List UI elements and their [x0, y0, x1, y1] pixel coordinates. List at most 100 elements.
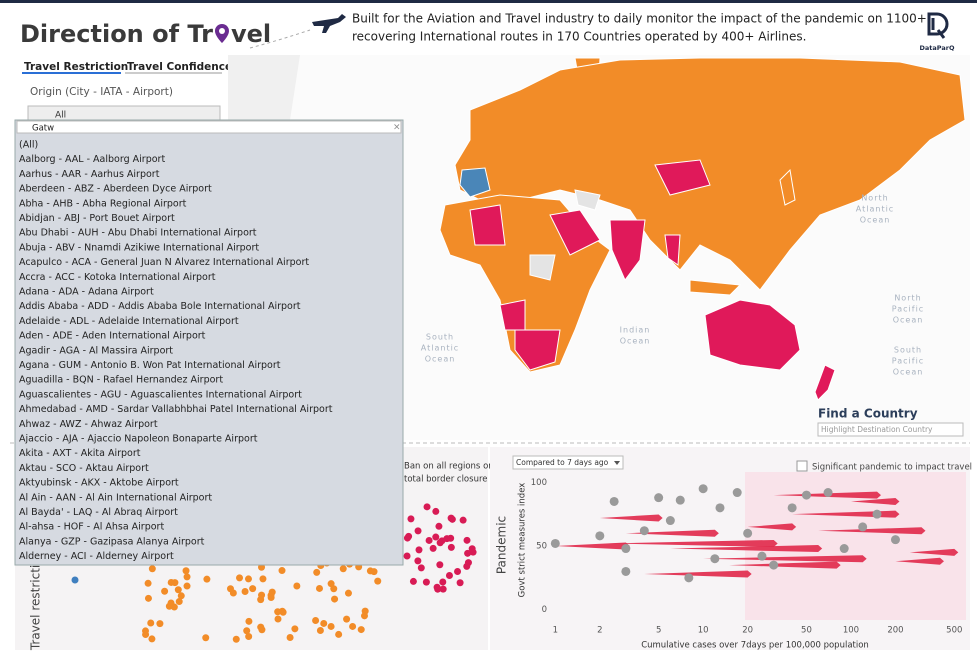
list-item[interactable]: Agadir - AGA - Al Massira Airport	[19, 345, 173, 356]
dot	[316, 626, 324, 634]
dot	[177, 592, 185, 600]
change-arrow	[747, 523, 797, 531]
change-arrow	[608, 539, 778, 547]
list-item[interactable]: Agana - GUM - Antonio B. Won Pat Interna…	[19, 360, 281, 371]
dot	[439, 585, 447, 593]
x-tick-label: 100	[843, 626, 859, 636]
clear-button[interactable]: ×	[393, 123, 401, 133]
change-arrow	[792, 510, 900, 518]
logo: DataParQ	[920, 44, 955, 52]
dot	[142, 630, 150, 638]
point	[621, 544, 631, 554]
point	[858, 522, 868, 532]
list-item[interactable]: Aberdeen - ABZ - Aberdeen Dyce Airport	[19, 184, 212, 195]
dot	[436, 539, 444, 547]
list-item[interactable]: Ahwaz - AWZ - Ahwaz Airport	[19, 419, 158, 430]
dot	[312, 617, 320, 625]
dot	[417, 564, 425, 572]
dot	[286, 633, 294, 641]
y-tick-label: 50	[536, 542, 547, 552]
list-item[interactable]: Adelaide - ADL - Adelaide International …	[19, 316, 239, 327]
list-item[interactable]: Aguadilla - BQN - Rafael Hernandez Airpo…	[19, 375, 223, 386]
y-axis-label: Govt strict measures index	[518, 483, 528, 598]
chart-title: Pandemic	[495, 516, 509, 574]
ocean-label: Ocean	[893, 316, 924, 325]
dot	[349, 622, 357, 630]
change-arrow	[599, 514, 663, 522]
list-item[interactable]: Acapulco - ACA - General Juan N Alvarez …	[19, 257, 309, 268]
list-item[interactable]: Accra - ACC - Kotoka International Airpo…	[19, 272, 216, 283]
list-item[interactable]: Abu Dhabi - AUH - Abu Dhabi Internationa…	[19, 228, 257, 239]
tab[interactable]: Travel Restriction	[24, 61, 128, 73]
plane-icon	[312, 14, 346, 33]
list-item[interactable]: Akita - AXT - Akita Airport	[19, 448, 141, 459]
dot	[232, 635, 240, 643]
list-item[interactable]: Aarhus - AAR - Aarhus Airport	[19, 169, 160, 180]
ocean-label: Ocean	[860, 216, 891, 225]
dot	[278, 607, 286, 615]
dot	[167, 578, 175, 586]
dot	[429, 544, 437, 552]
dot	[403, 534, 411, 542]
list-item[interactable]: Aden - ADE - Aden International Airport	[19, 331, 206, 342]
ocean-label: Indian	[620, 326, 651, 335]
point	[654, 493, 664, 503]
dot	[443, 535, 451, 543]
dot	[202, 634, 210, 642]
list-item[interactable]: Al Bayda' - LAQ - Al Abraq Airport	[19, 507, 178, 518]
find-placeholder: Highlight Destination Country	[821, 425, 933, 434]
checkbox[interactable]	[796, 460, 808, 472]
x-tick-label: 200	[887, 626, 903, 636]
origin-label: Origin (City - IATA - Airport)	[30, 86, 173, 98]
list-item[interactable]: Adana - ADA - Adana Airport	[19, 287, 154, 298]
ocean-label: South	[426, 333, 454, 342]
change-arrow	[625, 529, 719, 537]
ocean-label: North	[894, 294, 921, 303]
list-item[interactable]: Aalborg - AAL - Aalborg Airport	[19, 154, 165, 165]
x-tick-label: 500	[946, 626, 962, 636]
ocean-label: Pacific	[892, 357, 924, 366]
list-item[interactable]: Ajaccio - AJA - Ajaccio Napoleon Bonapar…	[19, 434, 258, 445]
point	[757, 551, 767, 561]
point	[698, 484, 708, 494]
dot	[313, 568, 321, 576]
y-tick-label: 0	[542, 605, 547, 615]
change-arrow	[670, 545, 823, 553]
point	[665, 516, 675, 526]
point	[872, 509, 882, 519]
dot	[183, 573, 191, 581]
search-box[interactable]	[16, 120, 402, 134]
find-input[interactable]	[817, 422, 964, 437]
dot	[407, 515, 415, 523]
list-item[interactable]: Aguascalientes - AGU - Aguascalientes In…	[19, 389, 302, 400]
list-item[interactable]: Alderney - ACI - Alderney Airport	[19, 551, 174, 562]
list-item[interactable]: (All)	[19, 140, 38, 151]
list-item[interactable]: Al Ain - AAN - Al Ain International Airp…	[19, 492, 212, 503]
dot	[403, 552, 411, 560]
pin-icon	[214, 24, 229, 43]
list-item[interactable]: Aktau - SCO - Aktau Airport	[19, 463, 149, 474]
list-item[interactable]: Abuja - ABV - Nnamdi Azikiwe Internation…	[19, 242, 259, 253]
point	[787, 503, 797, 513]
x-axis-label: Cumulative cases over 7days per 100,000 …	[641, 641, 869, 651]
dot	[409, 577, 417, 585]
list-item[interactable]: Abidjan - ABJ - Port Bouet Airport	[19, 213, 175, 224]
compare-dropdown[interactable]	[512, 455, 624, 470]
logo-icon	[927, 12, 949, 39]
find-title: Find a Country	[818, 407, 918, 421]
list-item[interactable]: Alanya - GZP - Gazipasa Alanya Airport	[19, 536, 205, 547]
dot	[71, 576, 79, 584]
ocean-label: Pacific	[892, 305, 924, 314]
dot	[147, 619, 155, 627]
list-item[interactable]: Addis Ababa - ADD - Addis Ababa Bole Int…	[19, 301, 301, 312]
list-item[interactable]: Aktyubinsk - AKX - Aktobe Airport	[19, 478, 179, 489]
list-item[interactable]: Abha - AHB - Abha Regional Airport	[19, 198, 187, 209]
change-arrow	[703, 555, 867, 563]
list-item[interactable]: Ahmedabad - AMD - Sardar Vallabhbhai Pat…	[19, 404, 333, 415]
dot	[174, 586, 182, 594]
list-item[interactable]: Al-ahsa - HOF - Al Ahsa Airport	[19, 522, 164, 533]
dot	[432, 507, 440, 515]
restriction-axis-label: Travel restriction	[29, 550, 43, 651]
tab[interactable]: Travel Confidence	[127, 61, 232, 73]
dot	[249, 585, 257, 593]
